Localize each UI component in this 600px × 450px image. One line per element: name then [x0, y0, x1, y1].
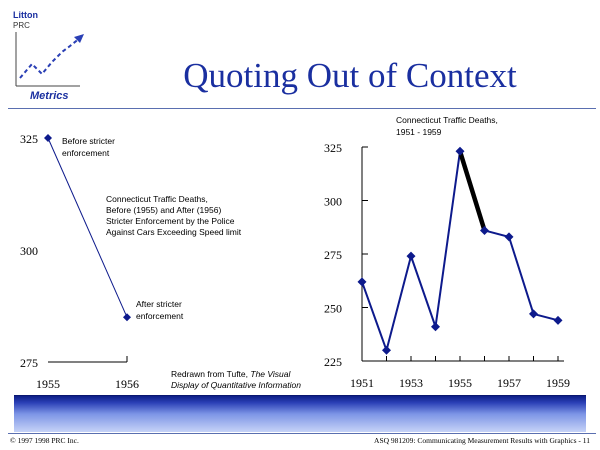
right-x-tick-label: 1953 [399, 376, 423, 390]
right-data-point [382, 345, 391, 355]
right-data-point [529, 309, 538, 319]
right-x-tick-label: 1955 [448, 376, 472, 390]
right-y-tick-label: 325 [324, 141, 342, 155]
page-title: Quoting Out of Context [183, 56, 517, 95]
left-y-tick-label: 300 [20, 244, 38, 258]
logo-arrow-head [74, 34, 84, 43]
before-after-chart: 275 300 325 1955 1956 Before stricter enforce… [20, 132, 242, 391]
right-chart-title: Connecticut Traffic Deaths, 1951 - 1959 [396, 115, 498, 137]
credit-text: Redrawn from Tufte, [171, 369, 251, 379]
logo-metrics-text: Metrics [30, 90, 69, 102]
credit-title-italic-2: Display of Quantitative Information [171, 380, 301, 390]
left-chart-annotation-line: Against Cars Exceeding Speed limit [106, 227, 242, 237]
before-point-label: enforcement [62, 148, 110, 158]
left-y-tick-label: 325 [20, 132, 38, 146]
left-x-tick-label: 1956 [115, 377, 139, 391]
right-data-point [504, 232, 514, 242]
footer-course-info: ASQ 981209: Communicating Measurement Re… [374, 436, 590, 445]
left-chart-annotation-line: Stricter Enforcement by the Police [106, 216, 235, 226]
right-data-point [553, 315, 563, 325]
left-chart-axes [48, 356, 128, 363]
title-divider [8, 108, 596, 109]
left-series-line [47, 137, 128, 318]
after-point-label: enforcement [136, 311, 184, 321]
right-chart-tick-labels: 225 250 275 300 325 1951 1953 1955 1957 1959 [324, 141, 570, 390]
right-chart-title-line: 1951 - 1959 [396, 127, 442, 137]
left-chart-tick-labels: 275 300 325 1955 1956 [20, 132, 139, 391]
right-y-tick-label: 250 [324, 302, 342, 316]
source-credit: Redrawn from Tufte, The Visual Display o… [171, 369, 301, 391]
right-series-line [361, 150, 559, 352]
litton-prc-metrics-logo: Litton PRC Metrics [13, 10, 84, 102]
right-highlight-segment [457, 149, 487, 233]
right-chart-title-line: Connecticut Traffic Deaths, [396, 115, 498, 125]
footer-gradient-band [14, 395, 586, 432]
right-chart-axes [361, 146, 564, 362]
right-y-tick-label: 275 [324, 248, 342, 262]
traffic-deaths-1951-1959-chart: Connecticut Traffic Deaths, 1951 - 1959 2… [324, 115, 570, 390]
left-y-tick-label: 275 [20, 356, 38, 370]
before-point-label: Before stricter [62, 136, 115, 146]
left-chart-annotation-line: Connecticut Traffic Deaths, [106, 194, 208, 204]
left-x-tick-label: 1955 [36, 377, 60, 391]
credit-title-italic: The Visual [250, 369, 291, 379]
after-point-label: After stricter [136, 299, 182, 309]
logo-litton-text: Litton [13, 10, 38, 20]
left-chart-marks [44, 134, 131, 322]
logo-prc-text: PRC [13, 21, 30, 30]
right-data-point [406, 251, 416, 261]
right-data-point [455, 146, 465, 156]
footer-copyright: © 1997 1998 PRC Inc. [10, 436, 79, 445]
right-data-point [480, 225, 489, 235]
right-x-tick-label: 1951 [350, 376, 374, 390]
right-y-tick-label: 225 [324, 355, 342, 369]
left-data-point [44, 134, 52, 142]
left-data-point [123, 313, 131, 322]
right-x-tick-label: 1959 [546, 376, 570, 390]
left-chart-annotations: Before stricter enforcement After stricter… [62, 136, 242, 321]
right-chart-marks [357, 146, 563, 355]
right-data-point [431, 322, 440, 332]
left-chart-annotation-line: Before (1955) and After (1956) [106, 205, 221, 215]
footer-divider [8, 433, 596, 434]
right-x-tick-label: 1957 [497, 376, 521, 390]
right-y-tick-label: 300 [324, 195, 342, 209]
logo-trend-line [19, 37, 81, 79]
right-data-point [357, 277, 367, 287]
